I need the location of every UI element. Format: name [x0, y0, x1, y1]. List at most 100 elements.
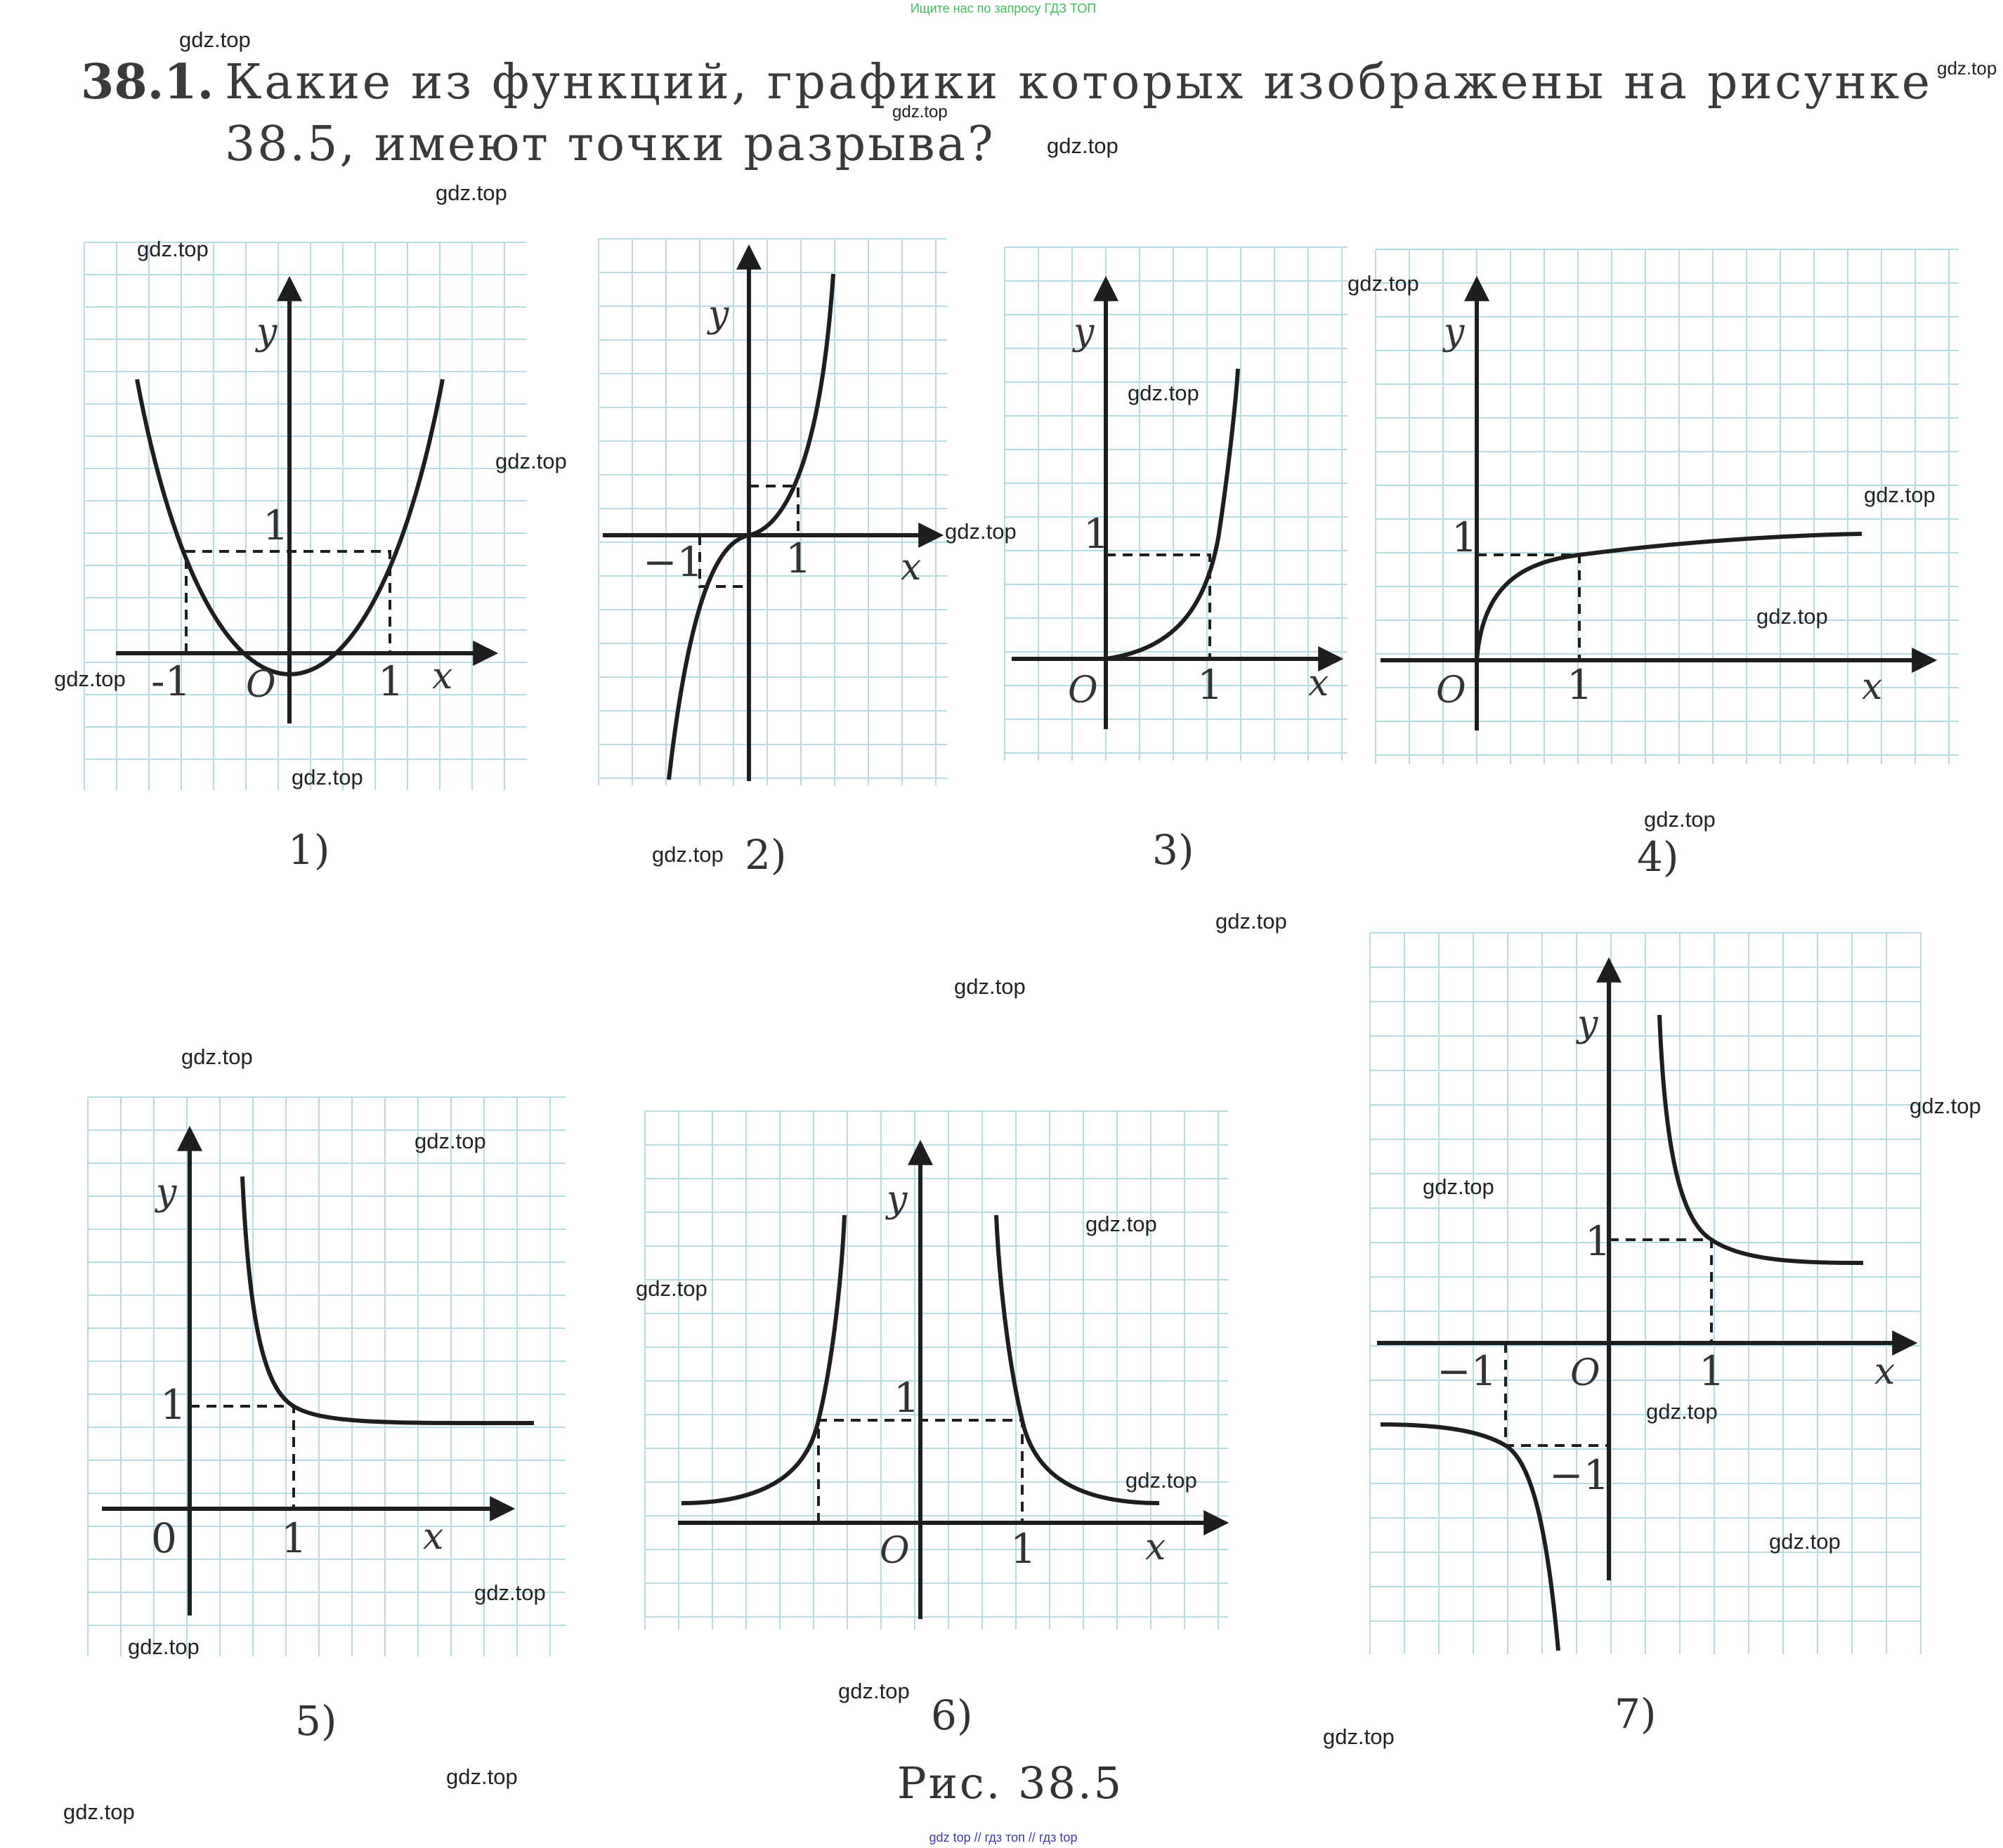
grid [87, 1096, 566, 1656]
watermark: gdz.top [945, 519, 1017, 544]
y-axis-label: y [1576, 1003, 1598, 1045]
tick-label-x-neg: −1 [1437, 1347, 1497, 1395]
graph-2: −1 1 x y 2) [598, 238, 947, 879]
y-axis-label: y [1072, 311, 1095, 353]
watermark: gdz.top [1126, 1468, 1197, 1493]
tick-label-x-pos: 1 [1197, 661, 1223, 709]
figure-caption: Рис. 38.5 [897, 1757, 1123, 1809]
y-axis-label: y [255, 311, 278, 353]
tick-label-y-pos: 1 [160, 1381, 186, 1429]
watermark: gdz.top [954, 974, 1026, 999]
origin-label: O [1068, 669, 1098, 712]
tick-label-x-pos: 1 [785, 535, 811, 582]
right-branch-curve [994, 1214, 1160, 1505]
watermark: gdz.top [415, 1129, 486, 1153]
graph-7: −1 O 1 x 1 −1 y 7) [1369, 932, 1922, 1738]
grid [1004, 247, 1348, 761]
watermark: gdz.top [1047, 133, 1118, 158]
graph-label: 4) [1637, 833, 1679, 881]
x-axis-label: x [1145, 1526, 1166, 1568]
origin-label: 0 [151, 1514, 177, 1562]
tick-label-y-pos: 1 [263, 502, 289, 549]
parabola-curve [135, 379, 445, 676]
tick-label-x-pos: 1 [1010, 1525, 1036, 1573]
watermark: gdz.top [474, 1580, 546, 1605]
origin-label: O [246, 664, 276, 706]
graph-4: O 1 x 1 y 4) [1375, 249, 1959, 881]
watermark: gdz.top [1085, 1212, 1157, 1236]
root-curve [1475, 532, 1862, 661]
graph-label: 6) [931, 1691, 973, 1739]
watermark: gdz.top [1937, 58, 1997, 79]
hyperbola-curve [240, 1176, 535, 1426]
graph-label: 1) [288, 826, 330, 874]
x-axis-label: x [1862, 666, 1882, 708]
y-axis-label: y [1442, 311, 1465, 353]
grid [644, 1110, 1228, 1630]
graph-1: -1 O 1 x 1 y 1) [84, 242, 527, 874]
watermark: gdz.top [179, 27, 251, 52]
left-branch-curve [681, 1214, 847, 1505]
tick-label-x-pos: 1 [378, 657, 404, 705]
cubic-curve [667, 273, 835, 780]
guide-line-pos [1609, 1238, 1713, 1343]
watermark: gdz.top [1348, 271, 1419, 296]
graph-3: O 1 x 1 y 3) [1004, 247, 1348, 874]
watermark: gdz.top [446, 1764, 518, 1789]
watermark: gdz.top [128, 1634, 200, 1659]
watermark: gdz.top [1215, 909, 1287, 933]
tick-label-x-pos: 1 [1567, 661, 1593, 709]
watermark: gdz.top [181, 1044, 253, 1069]
y-axis-label: y [707, 294, 729, 336]
tick-label-y-pos: 1 [1083, 510, 1109, 558]
guide-line-left [817, 1419, 1024, 1523]
footer-note: gdz top // гдз топ // гдз top [929, 1830, 1078, 1844]
graph-label: 7) [1614, 1690, 1657, 1738]
origin-label: O [880, 1530, 910, 1572]
graph-5: 0 1 x 1 y 5) [87, 1096, 566, 1745]
tick-label-x-neg: −1 [643, 538, 703, 586]
grid [598, 238, 947, 785]
grid [84, 242, 527, 790]
x-axis-label: x [432, 655, 452, 697]
graph-6: O 1 x 1 y 6) [644, 1110, 1229, 1739]
guide-line-neg [698, 535, 749, 588]
tick-label-y-pos: 1 [894, 1374, 920, 1422]
watermark: gdz.top [1769, 1529, 1841, 1554]
watermark: gdz.top [892, 103, 948, 122]
watermark: gdz.top [1128, 381, 1199, 405]
cubic-curve [1105, 368, 1240, 661]
left-branch-curve [1380, 1422, 1560, 1651]
watermark: gdz.top [1323, 1724, 1395, 1749]
watermark: gdz.top [1756, 604, 1828, 629]
watermark: gdz.top [1910, 1094, 1981, 1118]
watermark: gdz.top [838, 1679, 910, 1703]
x-axis-label: x [423, 1516, 443, 1558]
x-axis-label: x [1308, 662, 1329, 705]
watermark: gdz.top [54, 667, 126, 691]
tick-label-y-pos: 1 [1585, 1217, 1611, 1265]
origin-label: O [1436, 669, 1466, 712]
watermark: gdz.top [436, 181, 507, 205]
watermark: gdz.top [495, 449, 567, 473]
problem-text-line-1: Какие из функций, графики которых изобра… [225, 55, 1932, 110]
graph-label: 2) [745, 831, 787, 879]
guide-line [1106, 553, 1211, 659]
tick-label-x-pos: 1 [281, 1514, 307, 1562]
watermark: gdz.top [652, 842, 724, 867]
watermark: gdz.top [292, 765, 363, 789]
tick-label-y-neg: −1 [1549, 1451, 1610, 1499]
tick-label-x-neg: -1 [151, 657, 191, 705]
watermark: gdz.top [636, 1276, 707, 1301]
watermark: gdz.top [1646, 1399, 1718, 1424]
watermark: gdz.top [1644, 807, 1716, 832]
top-note: Ищите нас по запросу ГДЗ ТОП [911, 1, 1096, 15]
watermark: gdz.top [1423, 1174, 1494, 1199]
graph-label: 3) [1152, 826, 1194, 874]
graph-label: 5) [295, 1697, 337, 1745]
origin-label: O [1570, 1352, 1600, 1394]
x-axis-label: x [901, 546, 921, 589]
tick-label-x-pos: 1 [1699, 1347, 1725, 1395]
guide-line [185, 550, 391, 653]
